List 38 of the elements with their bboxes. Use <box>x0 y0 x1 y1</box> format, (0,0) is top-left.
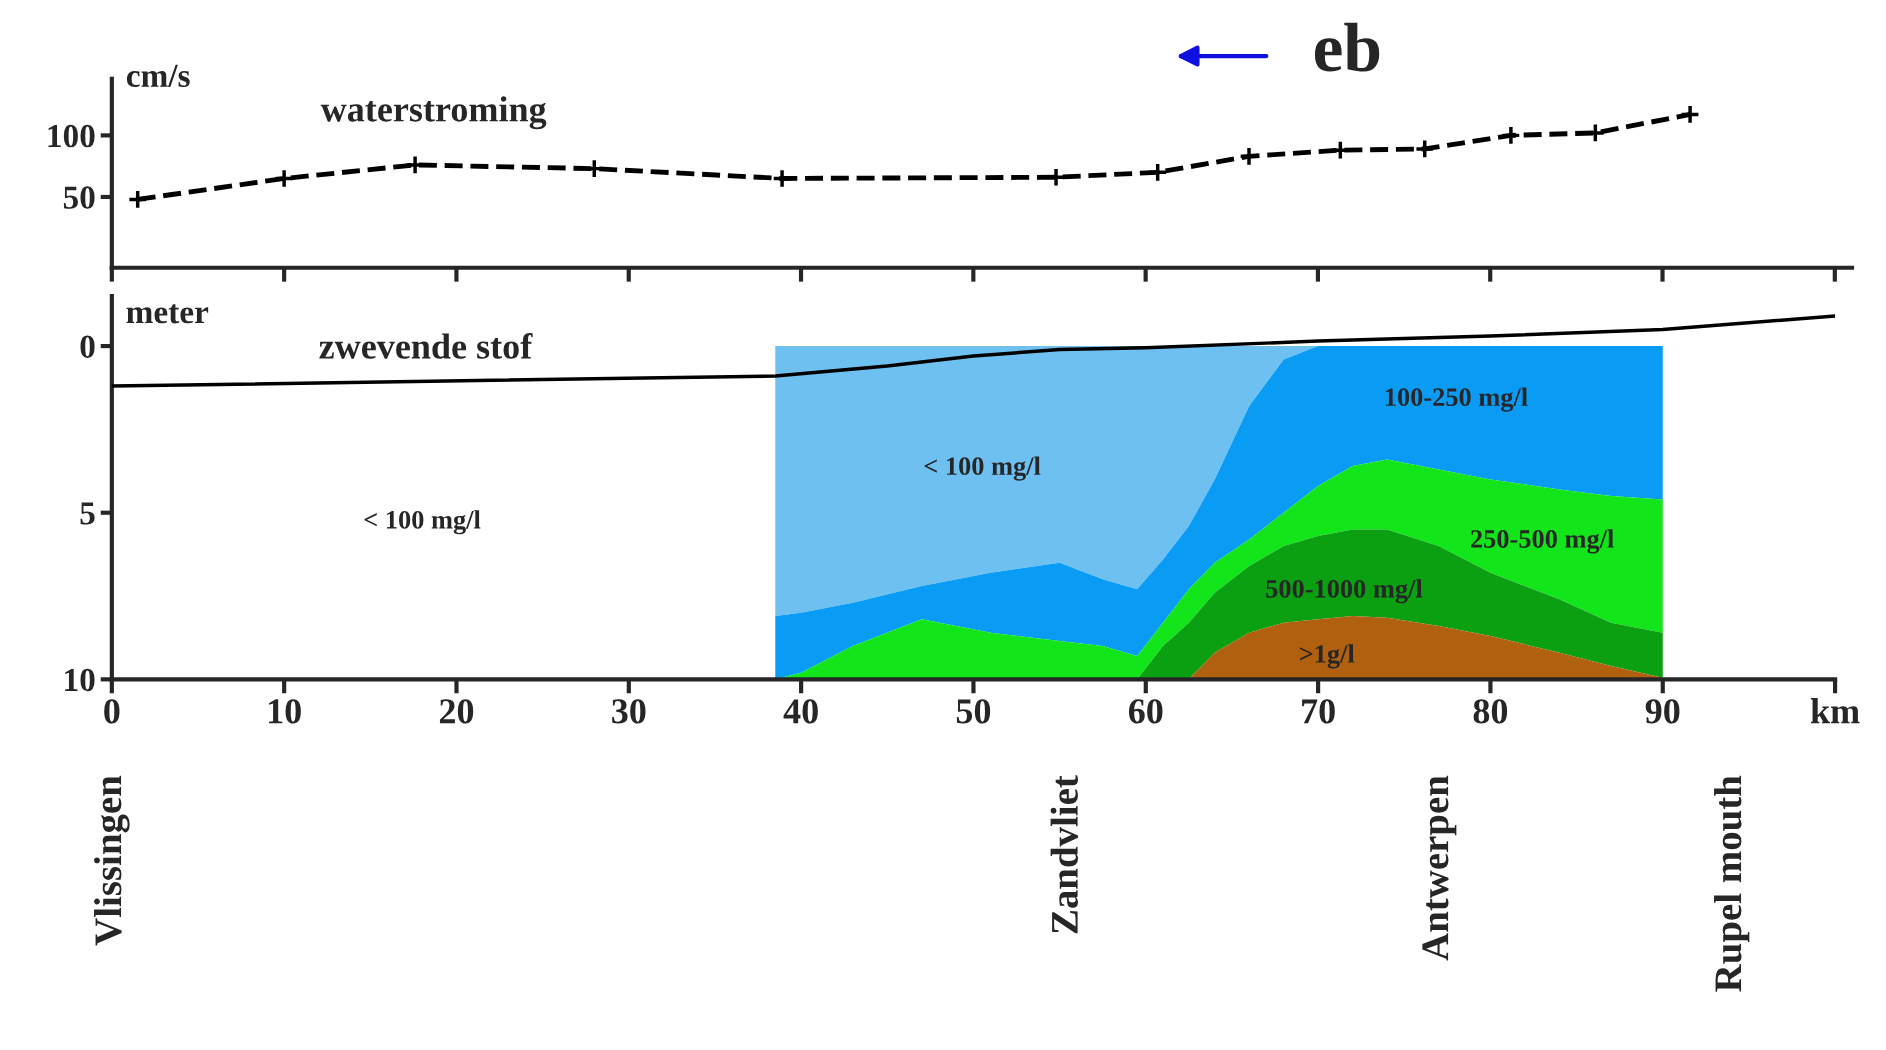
x-tick-label: 60 <box>1128 699 1163 724</box>
x-tick-label: 0 <box>104 699 120 724</box>
text: zwevende stof <box>319 333 533 359</box>
y-axis-title: meter <box>126 304 209 324</box>
x-tick-label: 10 <box>269 699 301 724</box>
text: eb <box>1314 22 1380 72</box>
y-tick-label: 5 <box>80 502 95 525</box>
y-tick-label: 100 <box>48 124 95 148</box>
text: Rupel mouth <box>1714 775 1750 992</box>
x-tick-label: 90 <box>1645 699 1680 724</box>
x-tick-label: km <box>1810 698 1860 724</box>
x-tick-label: 40 <box>783 699 818 724</box>
x-tick-label: 20 <box>439 699 474 724</box>
chart-title: waterstroming <box>320 96 547 130</box>
point <box>1414 138 1435 160</box>
text: Antwerpen <box>1422 775 1457 961</box>
point <box>274 168 295 189</box>
y-tick-label: 10 <box>65 668 95 692</box>
annotation: 100-250 mg/l <box>1385 387 1528 412</box>
text: Vlissingen <box>94 775 130 946</box>
x-tick-label: 70 <box>1302 699 1335 724</box>
annotation: >1g/l <box>1300 644 1355 669</box>
point <box>1680 104 1701 125</box>
annotation: < 100 mg/l <box>924 456 1041 481</box>
point <box>127 189 148 210</box>
y-tick-label: 50 <box>63 186 95 209</box>
x-tick-label: 30 <box>612 699 646 724</box>
y-axis-title: cm/s <box>126 64 190 88</box>
annotation: 250-500 mg/l <box>1471 529 1614 554</box>
annotation: < 100 mg/l <box>364 510 481 535</box>
text: Zandvliet <box>1050 775 1078 934</box>
point <box>1147 162 1168 183</box>
point <box>1500 125 1521 146</box>
y-tick-label: 0 <box>80 335 95 358</box>
annotation: 500-1000 mg/l <box>1266 579 1423 604</box>
x-tick-label: 50 <box>956 699 991 724</box>
x-tick-label: 80 <box>1473 699 1508 724</box>
point <box>772 168 793 189</box>
